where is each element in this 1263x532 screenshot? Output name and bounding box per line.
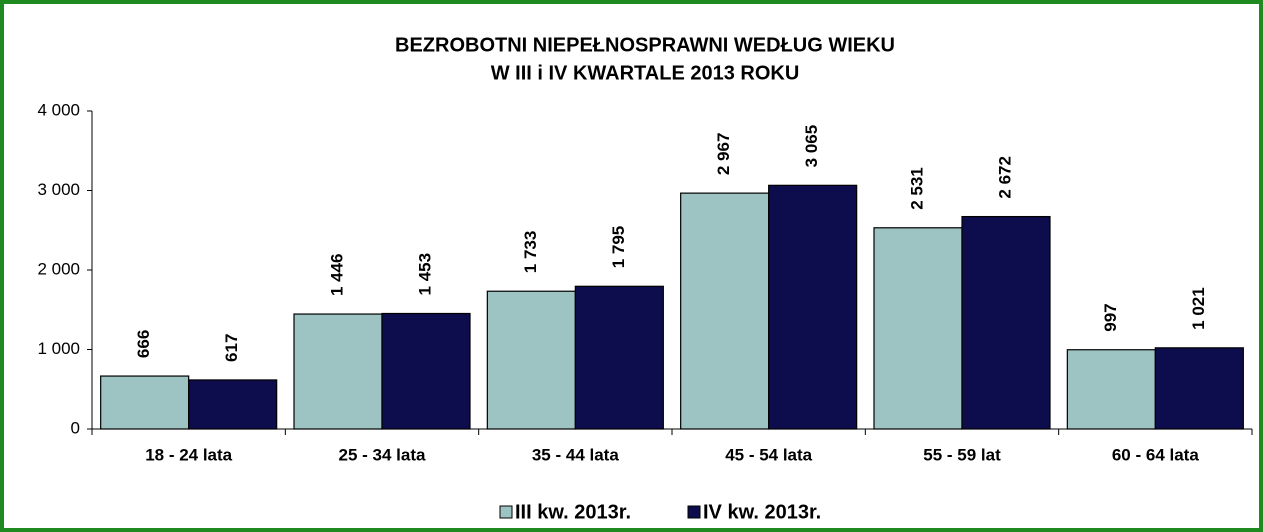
value-label: 2 672 xyxy=(995,156,1014,199)
value-label: 1 795 xyxy=(609,226,628,269)
value-label: 617 xyxy=(222,334,241,362)
bar xyxy=(768,184,858,430)
value-label: 1 446 xyxy=(327,253,346,296)
legend-label: III kw. 2013r. xyxy=(515,501,631,523)
chart-title: BEZROBOTNI NIEPEŁNOSPRAWNI WEDŁUG WIEKU xyxy=(395,34,895,56)
y-tick-label: 0 xyxy=(71,418,80,437)
legend-label: IV kw. 2013r. xyxy=(703,501,821,523)
y-tick-label: 4 000 xyxy=(37,100,80,119)
x-tick-label: 25 - 34 lata xyxy=(339,445,426,464)
chart-title: W III i IV KWARTALE 2013 ROKU xyxy=(491,62,800,84)
value-label: 997 xyxy=(1101,303,1120,331)
y-tick-label: 3 000 xyxy=(37,180,80,199)
bar xyxy=(1154,347,1244,430)
bar xyxy=(381,312,471,430)
value-label: 1 733 xyxy=(521,231,540,274)
x-tick-label: 35 - 44 lata xyxy=(532,445,619,464)
bar xyxy=(873,227,963,430)
bar xyxy=(680,192,770,430)
value-label: 3 065 xyxy=(802,125,821,168)
y-tick-label: 1 000 xyxy=(37,339,80,358)
bar xyxy=(1066,349,1156,430)
value-label: 2 967 xyxy=(714,133,733,176)
y-tick-label: 2 000 xyxy=(37,259,80,278)
value-label: 1 453 xyxy=(415,253,434,296)
value-label: 666 xyxy=(134,330,153,358)
bar xyxy=(293,313,383,430)
x-tick-label: 45 - 54 lata xyxy=(725,445,812,464)
bar xyxy=(574,285,664,430)
legend-swatch xyxy=(499,505,513,519)
bar xyxy=(188,379,278,430)
bar xyxy=(961,215,1051,430)
value-label: 1 021 xyxy=(1189,287,1208,330)
x-tick-label: 55 - 59 lat xyxy=(923,445,1001,464)
bar xyxy=(100,375,190,430)
x-tick-label: 18 - 24 lata xyxy=(145,445,232,464)
bar xyxy=(486,290,576,430)
value-label: 2 531 xyxy=(907,167,926,210)
legend-swatch xyxy=(687,505,701,519)
x-tick-label: 60 - 64 lata xyxy=(1112,445,1199,464)
